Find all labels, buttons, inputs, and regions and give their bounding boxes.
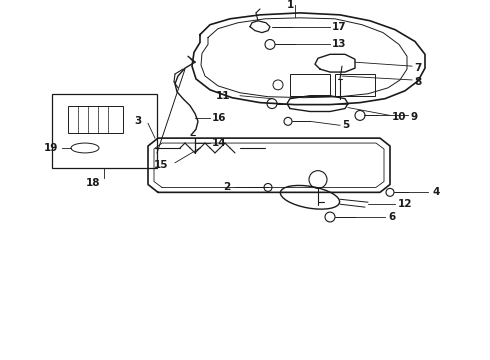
- Text: 3: 3: [135, 116, 142, 126]
- Text: 8: 8: [414, 77, 421, 87]
- Text: 11: 11: [216, 91, 230, 101]
- Text: 14: 14: [212, 138, 227, 148]
- Text: 4: 4: [432, 187, 440, 197]
- Text: 9: 9: [410, 112, 417, 122]
- Text: 17: 17: [332, 22, 346, 32]
- Bar: [68, 105, 123, 133]
- Text: 5: 5: [342, 120, 349, 130]
- Bar: [335, 74, 375, 96]
- Text: 1: 1: [286, 0, 294, 10]
- Text: 2: 2: [223, 183, 230, 193]
- Text: 16: 16: [212, 113, 226, 123]
- Text: 7: 7: [414, 63, 421, 73]
- Text: 15: 15: [153, 160, 168, 170]
- Bar: [52, 94, 157, 168]
- Text: 10: 10: [392, 112, 407, 122]
- Text: 19: 19: [44, 143, 58, 153]
- Text: 13: 13: [332, 40, 346, 49]
- Text: 18: 18: [85, 177, 100, 188]
- Text: 6: 6: [388, 212, 395, 222]
- Text: 12: 12: [398, 199, 413, 209]
- Bar: [290, 74, 330, 96]
